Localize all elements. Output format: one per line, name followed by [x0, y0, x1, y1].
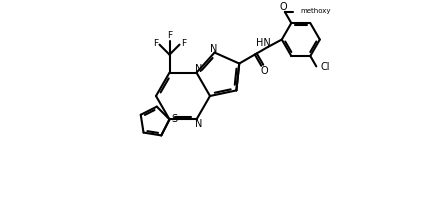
Text: S: S — [171, 114, 178, 124]
Text: O: O — [260, 66, 268, 76]
Text: N: N — [195, 119, 203, 129]
Text: methoxy: methoxy — [301, 8, 331, 14]
Text: N: N — [210, 44, 218, 54]
Text: F: F — [153, 39, 158, 48]
Text: F: F — [167, 31, 172, 40]
Text: N: N — [195, 64, 202, 74]
Text: HN: HN — [257, 38, 271, 48]
Text: Cl: Cl — [320, 62, 330, 72]
Text: F: F — [181, 39, 186, 48]
Text: O: O — [280, 2, 287, 12]
